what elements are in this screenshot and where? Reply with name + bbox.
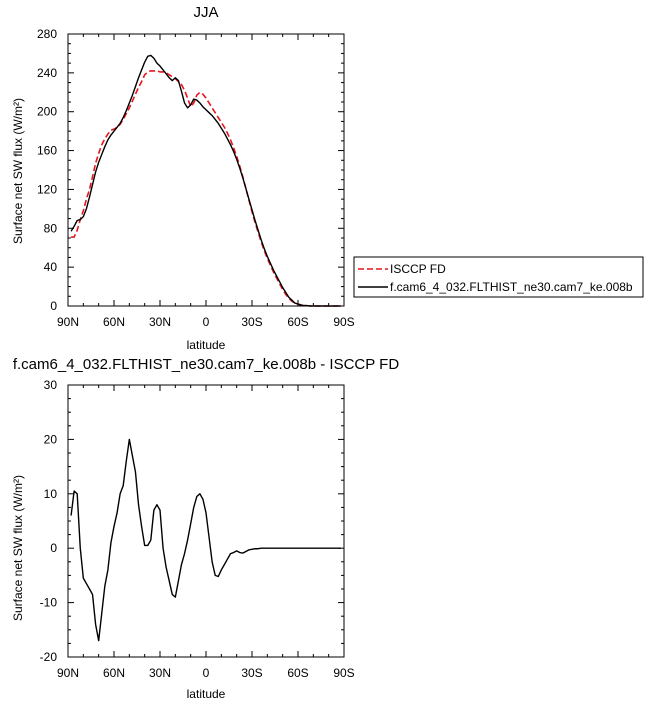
bottom-ytick-label: -10	[40, 596, 58, 610]
panel-top: JJA Surface net SW flux (W/m²) latitude …	[11, 4, 355, 352]
bottom-ylabel-text: Surface net SW flux (W/m²)	[11, 475, 25, 621]
bottom-ylabel: Surface net SW flux (W/m²)	[11, 475, 25, 621]
top-ylabel: Surface net SW flux (W/m²)	[11, 98, 25, 244]
legend-label-obs: ISCCP FD	[390, 262, 446, 276]
bottom-xtick-label: 30N	[149, 666, 171, 680]
bottom-ticks: 90N 60N 30N 0 30S 60S 90S -20 -10 0 10 20 30	[40, 378, 355, 680]
top-ytick-label: 160	[37, 144, 57, 158]
bottom-plot-frame	[67, 384, 345, 658]
legend: ISCCP FD f.cam6_4_032.FLTHIST_ne30.cam7_…	[353, 256, 644, 298]
bottom-xtick-label: 90S	[333, 666, 354, 680]
bottom-xtick-label: 0	[203, 666, 210, 680]
top-plot-frame	[67, 33, 345, 307]
top-ylabel-text: Surface net SW flux (W/m²)	[11, 98, 25, 244]
top-ytick-label: 40	[44, 260, 58, 274]
top-series-line-1	[70, 54, 341, 307]
top-ticks: 90N 60N 30N 0 30S 60S 90S 0 40 80 120 160 200 240 280	[37, 27, 355, 329]
top-xtick-label: 0	[203, 315, 210, 329]
bottom-ytick-label: 0	[50, 541, 57, 555]
bottom-xtick-label: 60N	[103, 666, 125, 680]
top-ytick-label: 80	[44, 221, 58, 235]
top-ytick-label: 0	[50, 299, 57, 313]
bottom-ytick-label: -20	[40, 650, 58, 664]
top-xtick-label: 90N	[57, 315, 79, 329]
top-xlabel: latitude	[187, 338, 226, 352]
legend-label-model: f.cam6_4_032.FLTHIST_ne30.cam7_ke.008b	[390, 280, 633, 294]
bottom-series-line-0	[70, 438, 341, 642]
bottom-series	[70, 438, 341, 642]
top-ytick-label: 240	[37, 66, 57, 80]
bottom-xtick-label: 30S	[241, 666, 262, 680]
bottom-xtick-label: 90N	[57, 666, 79, 680]
top-ytick-label: 120	[37, 182, 57, 196]
bottom-xtick-label: 60S	[287, 666, 308, 680]
bottom-xlabel: latitude	[187, 687, 226, 701]
panel-bottom: f.cam6_4_032.FLTHIST_ne30.cam7_ke.008b -…	[11, 356, 399, 701]
top-xtick-label: 30N	[149, 315, 171, 329]
top-series	[70, 54, 341, 307]
bottom-ytick-label: 30	[44, 378, 58, 392]
top-xtick-label: 30S	[241, 315, 262, 329]
top-xtick-label: 90S	[333, 315, 354, 329]
top-xtick-label: 60S	[287, 315, 308, 329]
top-series-line-0	[71, 70, 341, 307]
top-xtick-label: 60N	[103, 315, 125, 329]
bottom-ytick-label: 10	[44, 487, 58, 501]
bottom-ytick-label: 20	[44, 432, 58, 446]
legend-box	[353, 256, 644, 298]
top-ytick-label: 200	[37, 105, 57, 119]
bottom-title: f.cam6_4_032.FLTHIST_ne30.cam7_ke.008b -…	[13, 356, 399, 373]
top-ytick-label: 280	[37, 27, 57, 41]
top-title: JJA	[193, 4, 218, 21]
